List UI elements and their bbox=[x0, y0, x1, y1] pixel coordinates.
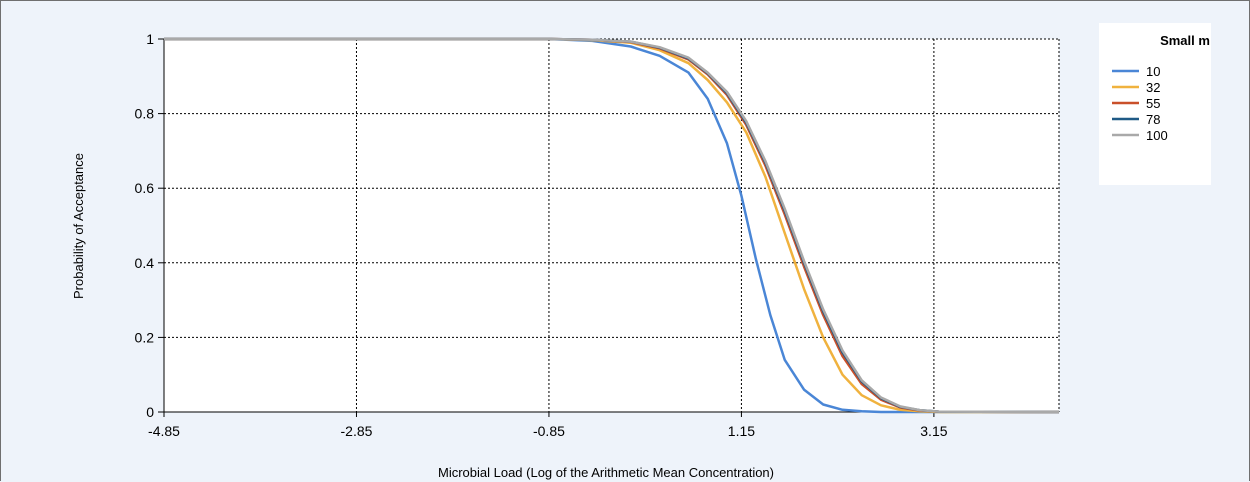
x-axis-title: Microbial Load (Log of the Arithmetic Me… bbox=[438, 465, 774, 480]
y-tick-label: 0.2 bbox=[135, 329, 155, 345]
y-tick-label: 0.8 bbox=[135, 106, 155, 122]
y-axis-title: Probability of Acceptance bbox=[71, 153, 86, 299]
series-line-100 bbox=[164, 37, 1060, 414]
legend-label-100: 100 bbox=[1146, 128, 1168, 143]
legend-label-78: 78 bbox=[1146, 112, 1160, 127]
x-tick-label: 3.15 bbox=[920, 423, 947, 439]
y-tick-label: 0 bbox=[146, 404, 154, 420]
legend-label-10: 10 bbox=[1146, 64, 1160, 79]
y-tick-label: 0.6 bbox=[135, 180, 155, 196]
series-line-10 bbox=[164, 37, 1059, 414]
legend-title: Small m bbox=[1160, 33, 1210, 48]
y-tick-label: 0.4 bbox=[135, 255, 155, 271]
legend-label-32: 32 bbox=[1146, 80, 1160, 95]
grid-lines bbox=[164, 38, 1060, 412]
plot-background bbox=[164, 39, 1059, 412]
axes: -4.85 -2.85 -0.85 1.15 3.15 0 0.2 0.4 0.6 0.8 1 bbox=[135, 31, 1059, 439]
x-tick-label: -0.85 bbox=[533, 423, 565, 439]
series-lines bbox=[164, 37, 1060, 414]
x-tick-label: -2.85 bbox=[341, 423, 373, 439]
x-tick-label: -4.85 bbox=[148, 423, 180, 439]
y-tick-label: 1 bbox=[146, 31, 154, 47]
legend-label-55: 55 bbox=[1146, 96, 1160, 111]
x-tick-label: 1.15 bbox=[728, 423, 755, 439]
